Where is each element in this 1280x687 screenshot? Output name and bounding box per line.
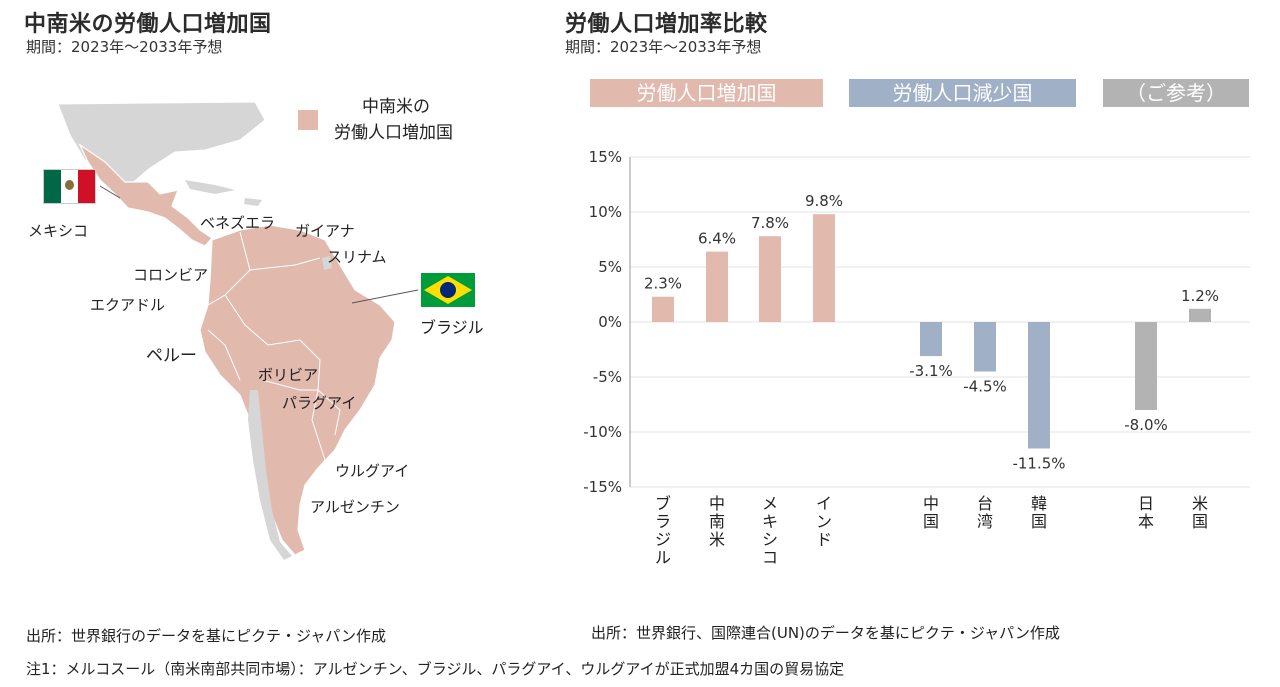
bar [759, 236, 781, 322]
bar [1028, 322, 1050, 449]
label-bolivia: ボリビア [258, 366, 319, 384]
data-label: 9.8% [805, 192, 843, 210]
bar [652, 296, 674, 322]
label-uruguay: ウルグアイ [335, 462, 410, 480]
data-label: -11.5% [1012, 455, 1065, 473]
data-label: 2.3% [644, 275, 682, 293]
y-tick-label: 0% [598, 313, 622, 331]
label-venezuela: ベネズエラ [200, 214, 276, 232]
chart-source: 出所：世界銀行、国際連合(UN)のデータを基にピクテ・ジャパン作成 [591, 624, 1060, 642]
bar [706, 251, 728, 322]
group-badge-label: 労働人口増加国 [636, 81, 777, 105]
group-badge-label: （ご参考） [1126, 81, 1226, 105]
map-title: 中南米の労働人口増加国 [24, 12, 272, 37]
caribbean-shape [244, 198, 262, 206]
label-ecuador: エクアドル [90, 296, 166, 314]
caribbean-shape [185, 180, 235, 194]
label-guyana: ガイアナ [295, 222, 355, 240]
x-tick-label: メキシコ [762, 494, 778, 567]
footnote: 注1：メルコスール（南米南部共同市場）：アルゼンチン、ブラジル、パラグアイ、ウル… [26, 660, 845, 678]
label-peru: ペルー [146, 346, 197, 366]
legend-label-line2: 労働人口増加国 [334, 123, 453, 143]
x-tick-label: 中南米 [709, 494, 725, 549]
label-colombia: コロンビア [133, 266, 209, 284]
label-brazil: ブラジル [420, 318, 484, 337]
bar [1189, 308, 1211, 322]
bar [974, 322, 996, 372]
x-tick-label: 中国 [923, 494, 939, 531]
map-subtitle: 期間：2023年～2033年予想 [26, 38, 223, 56]
data-label: 6.4% [698, 230, 736, 248]
y-tick-label: -10% [583, 423, 622, 441]
data-label: 7.8% [751, 214, 789, 232]
mexico-leader-line [99, 185, 121, 199]
legend-label-line1: 中南米の [362, 97, 430, 117]
y-tick-label: 5% [598, 258, 622, 276]
y-tick-label: -15% [583, 478, 622, 496]
chart-subtitle: 期間：2023年～2033年予想 [565, 38, 762, 56]
data-label: 1.2% [1181, 287, 1219, 305]
group-badge-decrease: 労働人口減少国 [849, 79, 1076, 107]
group-badge-label: 労働人口減少国 [892, 81, 1033, 105]
data-label: -3.1% [909, 362, 953, 380]
mexico-flag-icon [43, 169, 96, 204]
bar [1135, 322, 1157, 410]
x-tick-label: 台湾 [977, 494, 993, 531]
label-mexico: メキシコ [28, 222, 89, 240]
chart-title: 労働人口増加率比較 [565, 12, 768, 37]
brazil-flag-icon [421, 273, 475, 307]
x-tick-label: ブラジル [655, 494, 671, 567]
label-argentina: アルゼンチン [310, 498, 400, 516]
north-america-shape [57, 101, 266, 186]
x-tick-label: 韓国 [1031, 494, 1047, 531]
french-guiana-shape [322, 256, 332, 270]
growth-rate-bar-chart: 15% 10% 5% 0% -5% -10% -15% 2.3% ブラジル 6.4% 中南米 7.8%… [583, 148, 1250, 567]
chile-shape [248, 390, 292, 560]
y-tick-label: -5% [593, 368, 622, 386]
brazil-leader-line [351, 289, 419, 304]
group-badge-reference: （ご参考） [1103, 79, 1249, 107]
data-label: -8.0% [1124, 416, 1168, 434]
x-tick-label: 米国 [1192, 494, 1208, 531]
label-suriname: スリナム [327, 248, 387, 266]
x-tick-label: 日本 [1138, 494, 1154, 531]
label-paraguay: パラグアイ [282, 394, 357, 412]
legend-swatch [298, 110, 318, 130]
data-label: -4.5% [963, 378, 1007, 396]
map-source: 出所：世界銀行のデータを基にピクテ・ジャパン作成 [26, 627, 387, 645]
bar [813, 214, 835, 322]
y-tick-label: 10% [589, 203, 622, 221]
latin-america-map [57, 101, 419, 560]
x-tick-label: インド [816, 494, 832, 549]
y-tick-label: 15% [589, 148, 622, 166]
group-badge-increase: 労働人口増加国 [590, 79, 823, 107]
bar [920, 322, 942, 357]
